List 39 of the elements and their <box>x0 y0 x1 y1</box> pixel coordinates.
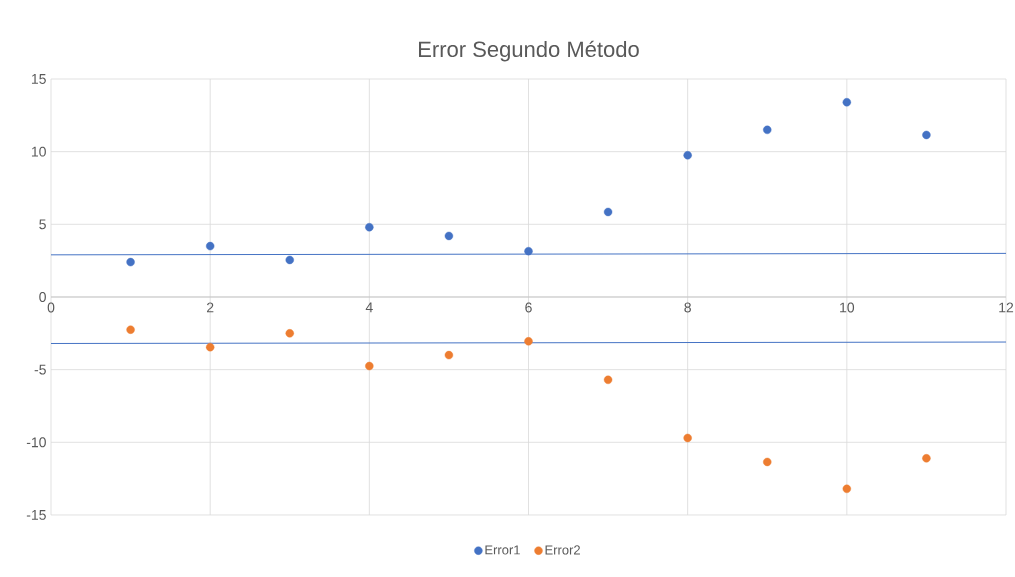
point <box>842 484 852 494</box>
legend-label: Error2 <box>545 545 580 555</box>
point <box>444 231 454 241</box>
x-tick-label: 10 <box>840 302 855 313</box>
point <box>922 130 931 140</box>
point <box>285 255 294 265</box>
point <box>683 151 692 160</box>
x-tick-label: 4 <box>365 302 373 313</box>
y-tick-label: -10 <box>26 437 46 448</box>
point <box>842 98 852 107</box>
point <box>763 125 772 135</box>
x-tick-label: 2 <box>206 302 214 313</box>
y-tick-label: 10 <box>31 146 46 157</box>
point <box>205 241 215 251</box>
y-tick-label: -15 <box>26 510 46 520</box>
point <box>524 247 533 256</box>
point <box>763 457 772 467</box>
point <box>126 325 135 334</box>
y-tick-label: 0 <box>39 292 46 302</box>
y-tick-label: -5 <box>34 364 46 375</box>
point <box>444 350 454 360</box>
y-tick-label: 15 <box>31 74 46 84</box>
point <box>285 329 294 338</box>
point <box>922 454 931 463</box>
point <box>365 361 374 371</box>
point <box>205 342 215 352</box>
point <box>603 207 613 217</box>
x-tick-label: 8 <box>684 302 691 313</box>
x-tick-label: 6 <box>525 302 532 313</box>
x-tick-label: 0 <box>47 302 55 313</box>
point <box>683 433 692 443</box>
y-tick-label: 5 <box>39 219 46 230</box>
legend-label: Error1 <box>485 545 520 555</box>
chart-title: Error Segundo Método <box>419 40 639 62</box>
point <box>524 337 533 346</box>
point <box>365 223 374 232</box>
point <box>126 257 135 267</box>
point <box>603 375 613 385</box>
x-tick-label: 12 <box>999 302 1014 313</box>
